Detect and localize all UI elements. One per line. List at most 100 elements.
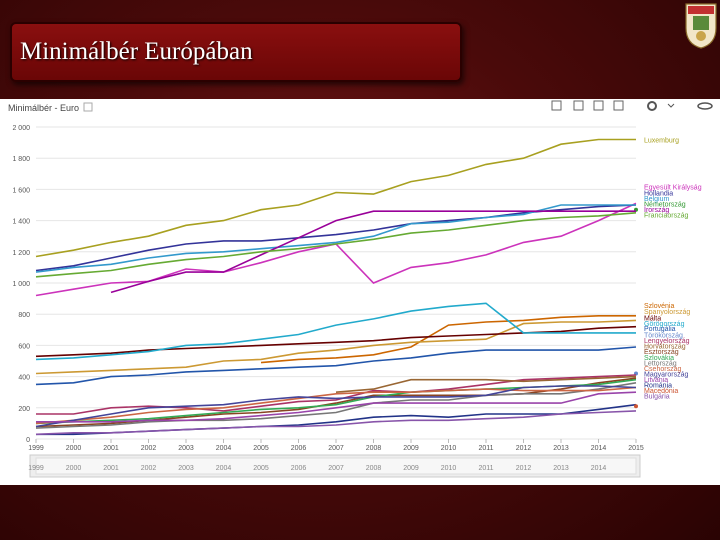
timeline-year-label: 2008 (366, 465, 382, 472)
x-tick-label: 2012 (516, 445, 532, 452)
legend-entry[interactable]: Írország (644, 205, 669, 214)
x-tick-label: 2007 (328, 445, 344, 452)
timeline-year-label: 2003 (178, 465, 194, 472)
series-line[interactable] (35, 302, 636, 361)
legend-entry[interactable]: Belgium (644, 196, 669, 203)
x-tick-label: 2009 (403, 445, 419, 452)
timeline-year-label: 1999 (28, 465, 44, 472)
legend-entry[interactable]: Horvátország (644, 343, 686, 350)
timeline-year-label: 2004 (216, 465, 232, 472)
legend-entry[interactable]: Egyesült Királyság (644, 184, 702, 191)
series-line[interactable] (35, 410, 637, 436)
timeline-year-label: 2001 (103, 465, 119, 472)
x-tick-label: 2000 (66, 445, 82, 452)
x-tick-label: 2011 (478, 445, 493, 452)
x-tick-label: 2010 (441, 445, 457, 452)
legend-entry[interactable]: Lengyelország (644, 338, 690, 345)
series-line[interactable] (35, 204, 637, 272)
x-tick-label: 2003 (178, 445, 194, 452)
series-line[interactable] (35, 382, 637, 429)
legend-entry[interactable]: Macedónia (644, 388, 678, 395)
x-tick-label: 2015 (628, 445, 644, 452)
x-tick-label: 2008 (366, 445, 382, 452)
slide-title: Minimálbér Európában (20, 38, 253, 65)
legend-entry[interactable]: Lettország (644, 361, 677, 368)
legend-entry[interactable]: Románia (644, 382, 672, 389)
legend-entry[interactable]: Szlovénia (644, 303, 674, 310)
series-line[interactable] (35, 319, 637, 375)
series-line[interactable] (335, 375, 637, 393)
x-tick-label: 2002 (141, 445, 157, 452)
gear-icon[interactable] (647, 101, 657, 111)
series-line[interactable] (35, 346, 637, 386)
timeline-year-label: 2006 (291, 465, 307, 472)
series-line[interactable] (36, 391, 637, 423)
university-crest-icon (685, 3, 717, 49)
link-icon[interactable] (697, 102, 713, 110)
timeline-year-label: 2011 (478, 465, 493, 472)
series-point[interactable] (634, 404, 638, 409)
legend-entry[interactable]: Görögország (644, 321, 685, 328)
legend-entry[interactable]: Litvánia (644, 377, 668, 384)
y-tick-label: 1 000 (12, 281, 30, 288)
legend-entry[interactable]: Hollandia (644, 191, 673, 198)
x-tick-label: 2004 (216, 445, 232, 452)
x-tick-label: 2013 (553, 445, 569, 452)
y-tick-label: 200 (18, 406, 30, 413)
series-line[interactable] (110, 210, 636, 294)
y-tick-label: 0 (26, 437, 30, 444)
legend-entry[interactable]: Magyarország (644, 371, 688, 378)
timeline-year-label: 2007 (328, 465, 344, 472)
chart-title: Minimálbér - Euro (8, 103, 79, 113)
timeline-year-label: 2013 (553, 465, 569, 472)
minimum-wage-chart: Minimálbér - Euro 2 000 1 800 1 600 1 400 1 2… (8, 100, 713, 478)
y-tick-label: 2 000 (12, 125, 30, 132)
slide-title-box: Minimálbér Európában (10, 22, 462, 82)
x-tick-label: 2006 (291, 445, 307, 452)
legend-entry[interactable]: Szlovákia (644, 355, 674, 362)
legend-entry[interactable]: Törökország (644, 332, 683, 339)
series-line[interactable] (35, 325, 637, 358)
x-tick-label: 1999 (28, 445, 44, 452)
series-line[interactable] (35, 385, 637, 428)
series-line[interactable] (35, 138, 636, 258)
series-line[interactable] (35, 386, 637, 425)
y-tick-label: 400 (18, 375, 30, 382)
series-line[interactable] (36, 374, 637, 415)
map-icon[interactable] (593, 100, 604, 111)
series-line[interactable] (35, 202, 637, 297)
timeline-year-label: 2010 (441, 465, 457, 472)
y-tick-label: 1 400 (12, 219, 30, 226)
legend-entry[interactable]: Észtország (644, 347, 679, 356)
series-line[interactable] (260, 315, 636, 364)
timeline-year-label: 2005 (253, 465, 269, 472)
y-tick-label: 1 600 (12, 187, 30, 194)
bar-chart-icon[interactable] (573, 100, 584, 111)
timeline-year-label: 2012 (516, 465, 532, 472)
legend-entry[interactable]: Csehország (644, 366, 681, 373)
legend-entry[interactable]: Portugália (644, 326, 676, 333)
timeline-year-label: 2009 (403, 465, 419, 472)
legend-entry[interactable]: Bulgária (644, 393, 670, 400)
x-tick-label: 2001 (103, 445, 119, 452)
legend-entry[interactable]: Luxemburg (644, 137, 679, 144)
info-icon[interactable] (83, 102, 93, 112)
legend-entry[interactable]: Franciaország (644, 212, 688, 219)
y-tick-label: 1 800 (12, 156, 30, 163)
legend-entry[interactable]: Spanyolország (644, 309, 690, 316)
timeline-year-label: 2014 (591, 465, 607, 472)
timeline-range[interactable] (35, 457, 637, 475)
chevron-down-icon[interactable] (667, 103, 675, 108)
y-tick-label: 600 (18, 343, 30, 350)
scatter-icon[interactable] (613, 100, 624, 111)
timeline-year-label: 2002 (141, 465, 157, 472)
legend-entry[interactable]: Németország (644, 201, 686, 208)
y-tick-label: 1 200 (12, 250, 30, 257)
x-tick-label: 2014 (591, 445, 607, 452)
legend-entry[interactable]: Málta (644, 315, 661, 322)
y-tick-label: 800 (18, 312, 30, 319)
series-line[interactable] (35, 212, 637, 278)
line-chart-icon[interactable] (551, 100, 562, 111)
x-tick-label: 2005 (253, 445, 269, 452)
timeline-year-label: 2000 (66, 465, 82, 472)
